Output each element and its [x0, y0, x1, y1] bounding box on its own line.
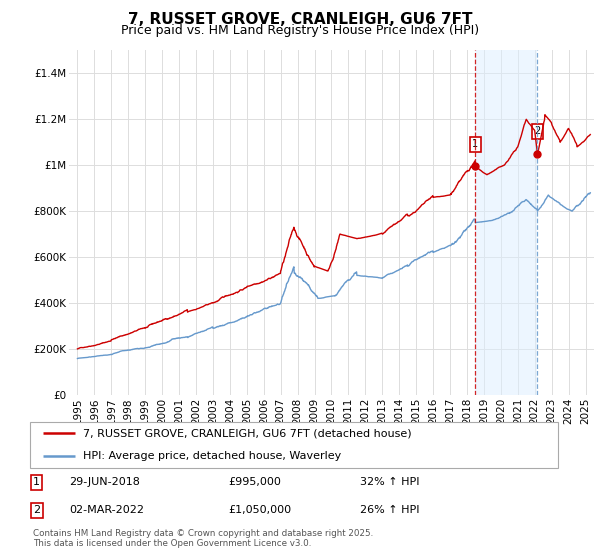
Text: 2: 2: [535, 127, 541, 137]
Bar: [475, 50, 538, 395]
Text: £995,000: £995,000: [228, 477, 281, 487]
Text: 1: 1: [472, 139, 478, 149]
Text: Contains HM Land Registry data © Crown copyright and database right 2025.
This d: Contains HM Land Registry data © Crown c…: [33, 529, 373, 548]
Text: 1: 1: [33, 477, 40, 487]
Text: 26% ↑ HPI: 26% ↑ HPI: [360, 505, 419, 515]
Text: Price paid vs. HM Land Registry's House Price Index (HPI): Price paid vs. HM Land Registry's House …: [121, 24, 479, 37]
Text: 2: 2: [33, 505, 40, 515]
FancyBboxPatch shape: [30, 422, 558, 468]
Text: 7, RUSSET GROVE, CRANLEIGH, GU6 7FT (detached house): 7, RUSSET GROVE, CRANLEIGH, GU6 7FT (det…: [83, 428, 412, 438]
Text: 32% ↑ HPI: 32% ↑ HPI: [360, 477, 419, 487]
Text: HPI: Average price, detached house, Waverley: HPI: Average price, detached house, Wave…: [83, 451, 341, 461]
Text: 02-MAR-2022: 02-MAR-2022: [69, 505, 144, 515]
Text: £1,050,000: £1,050,000: [228, 505, 291, 515]
Text: 7, RUSSET GROVE, CRANLEIGH, GU6 7FT: 7, RUSSET GROVE, CRANLEIGH, GU6 7FT: [128, 12, 472, 27]
Text: 29-JUN-2018: 29-JUN-2018: [69, 477, 140, 487]
